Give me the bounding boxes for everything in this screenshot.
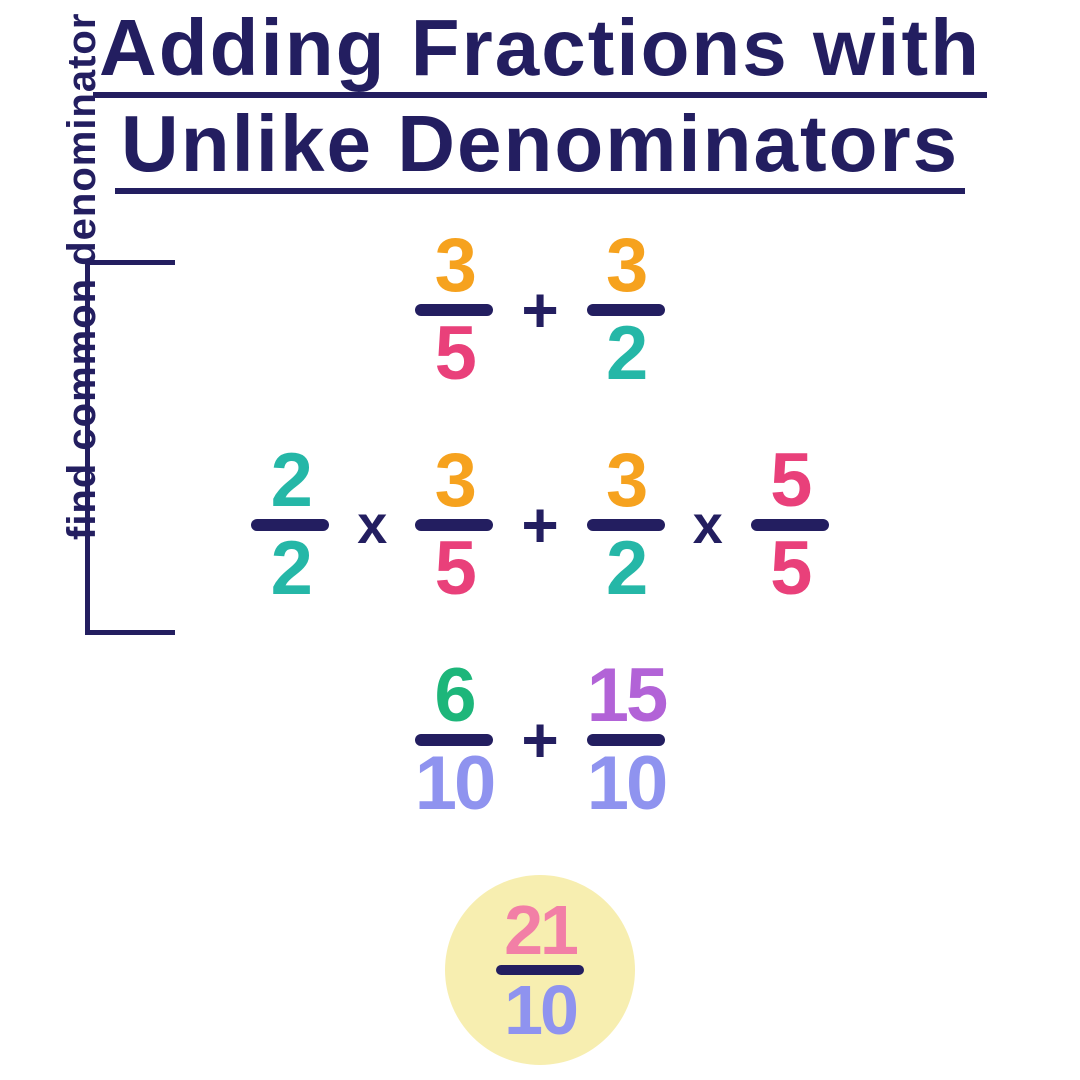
row-2: 2 2 x 3 5 + 3 2 x 5 5 — [0, 445, 1080, 605]
fraction-r3f2: 15 10 — [587, 660, 666, 820]
denominator: 2 — [606, 533, 645, 605]
times-op: x — [357, 494, 387, 556]
numerator: 3 — [606, 230, 645, 302]
fraction-r2f3: 3 2 — [587, 445, 665, 605]
numerator: 15 — [587, 660, 666, 732]
times-op: x — [693, 494, 723, 556]
plus-op: + — [521, 703, 558, 777]
denominator: 5 — [435, 533, 474, 605]
fraction-r1f1: 3 5 — [415, 230, 493, 390]
title-line-1: Adding Fractions with — [93, 6, 987, 98]
title-block: Adding Fractions with Unlike Denominator… — [30, 6, 1050, 198]
numerator: 5 — [770, 445, 809, 517]
fraction-r2f1: 2 2 — [251, 445, 329, 605]
denominator: 10 — [587, 748, 666, 820]
denominator: 2 — [271, 533, 310, 605]
denominator: 10 — [504, 977, 576, 1044]
title-line-2: Unlike Denominators — [115, 102, 965, 194]
numerator: 6 — [434, 660, 473, 732]
plus-op: + — [521, 273, 558, 347]
answer-circle: 21 10 — [445, 875, 635, 1065]
fraction-r2f2: 3 5 — [415, 445, 493, 605]
numerator: 21 — [504, 897, 576, 964]
denominator: 10 — [415, 748, 494, 820]
row-answer: 21 10 — [0, 875, 1080, 1065]
fraction-r3f1: 6 10 — [415, 660, 494, 820]
plus-op: + — [521, 488, 558, 562]
denominator: 5 — [770, 533, 809, 605]
numerator: 2 — [271, 445, 310, 517]
denominator: 5 — [435, 318, 474, 390]
row-1: 3 5 + 3 2 — [0, 230, 1080, 390]
numerator: 3 — [435, 445, 474, 517]
fraction-r2f4: 5 5 — [751, 445, 829, 605]
numerator: 3 — [435, 230, 474, 302]
fraction-r1f2: 3 2 — [587, 230, 665, 390]
rows-area: 3 5 + 3 2 2 2 x 3 5 + 3 2 x 5 — [0, 195, 1080, 1080]
fraction-answer: 21 10 — [496, 897, 584, 1044]
numerator: 3 — [606, 445, 645, 517]
row-3: 6 10 + 15 10 — [0, 660, 1080, 820]
denominator: 2 — [606, 318, 645, 390]
